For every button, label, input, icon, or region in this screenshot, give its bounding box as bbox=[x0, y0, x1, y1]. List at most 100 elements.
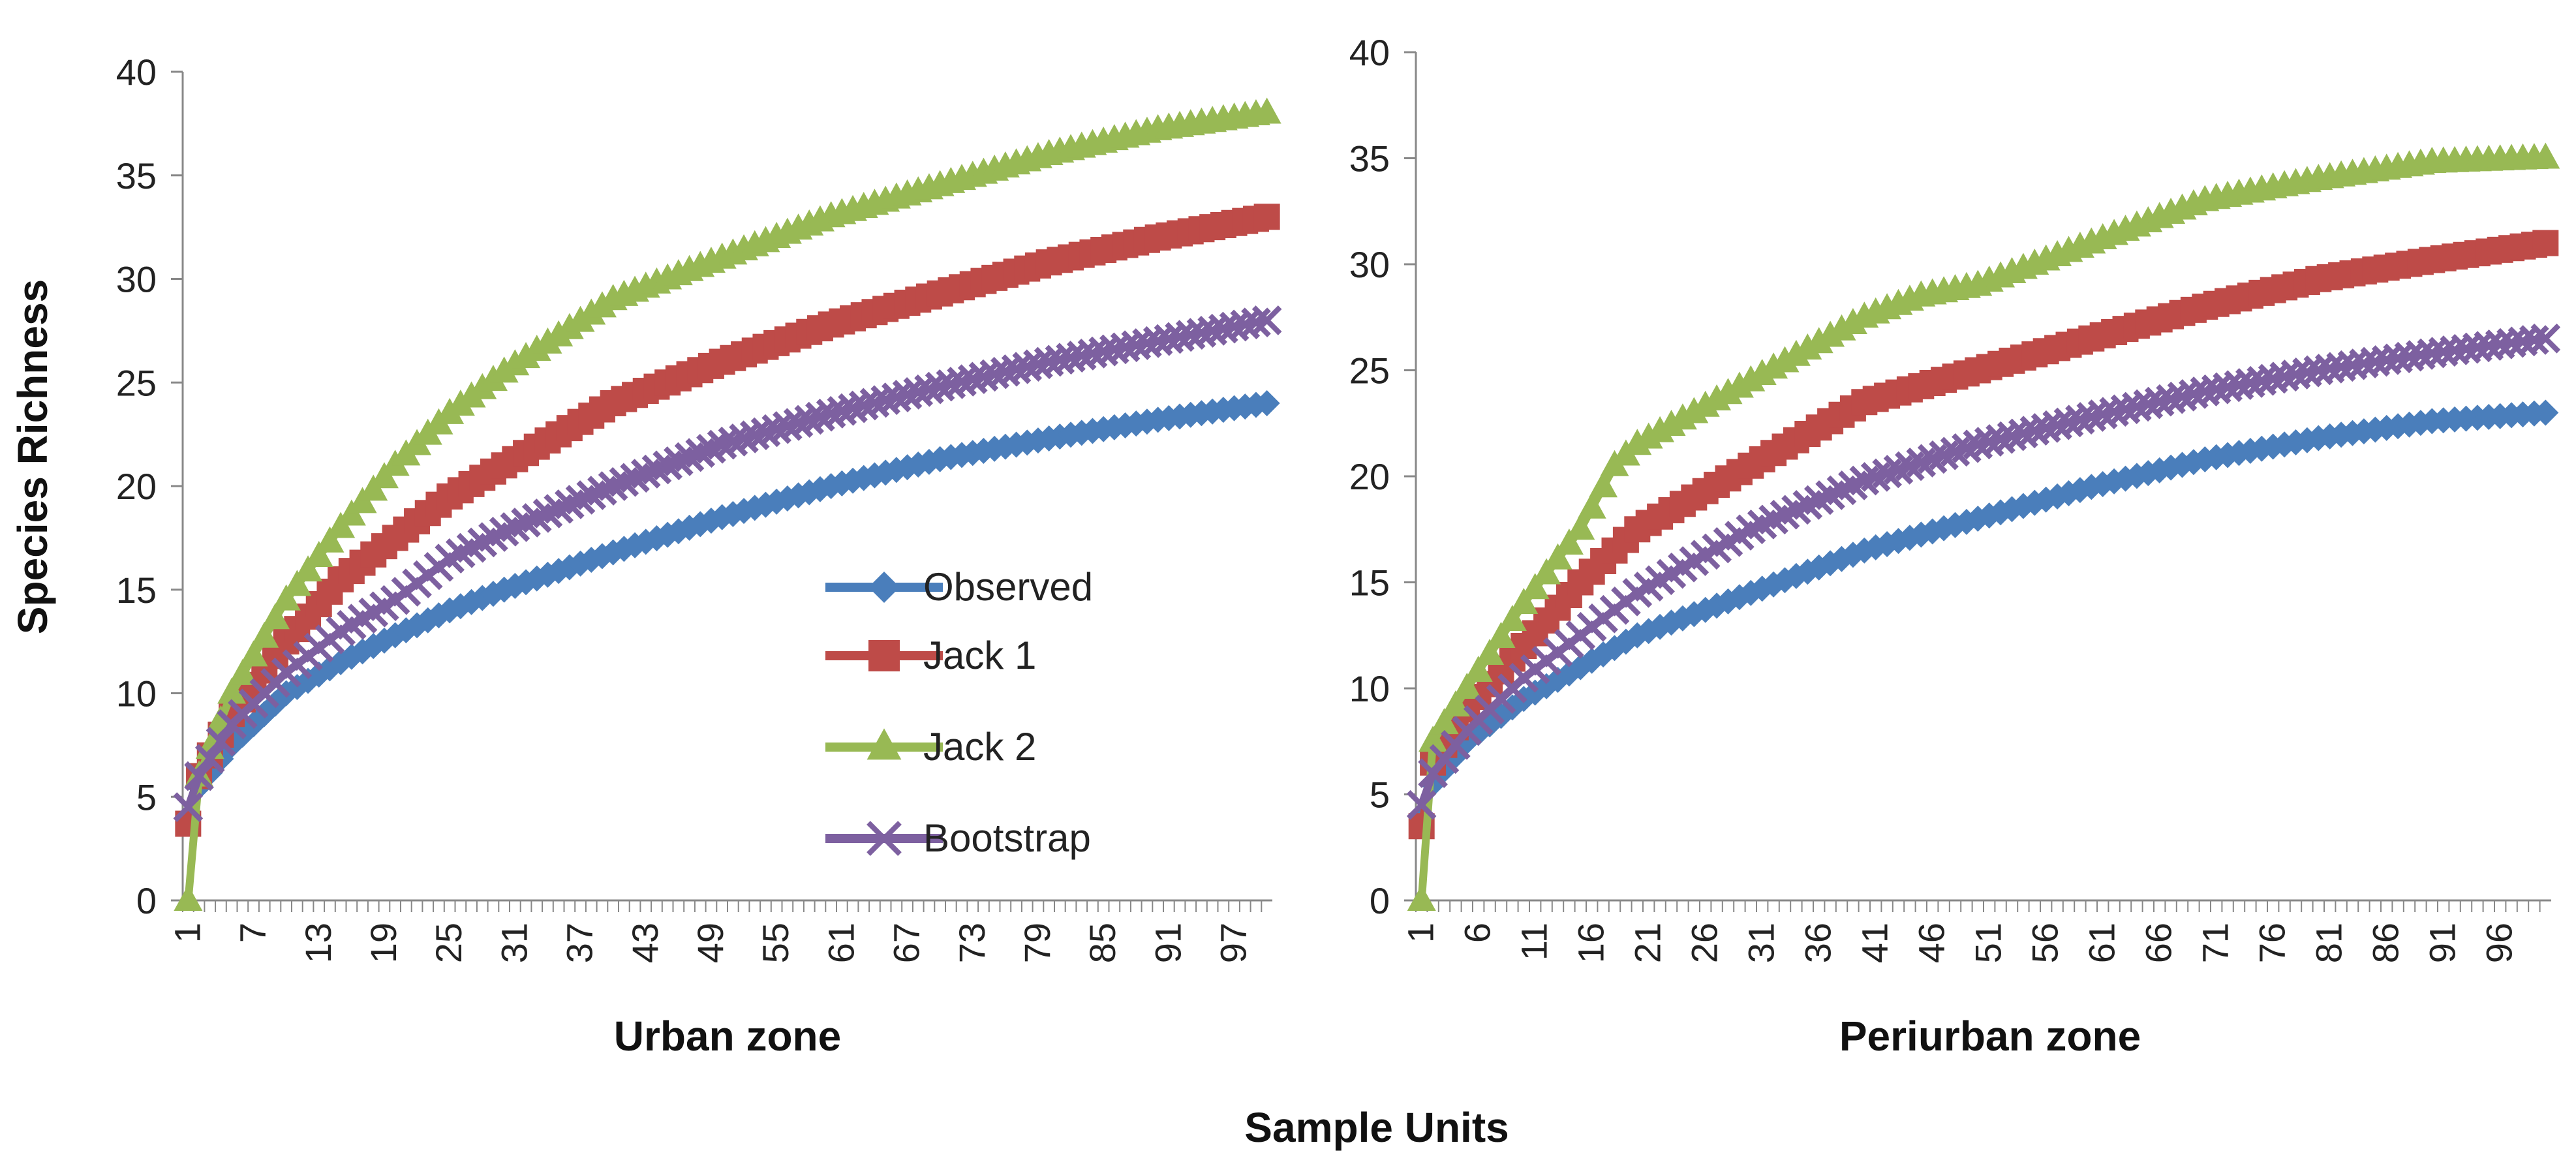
x-tick-label: 1 bbox=[1400, 923, 1441, 943]
y-tick-label: 35 bbox=[1349, 138, 1390, 179]
data-point bbox=[2360, 346, 2391, 377]
x-tick-label: 56 bbox=[2025, 923, 2066, 963]
x-tick-label: 81 bbox=[2308, 923, 2350, 963]
x-tick-label: 19 bbox=[363, 923, 404, 963]
data-point bbox=[1497, 605, 1527, 631]
legend-item-jack-2: Jack 2 bbox=[825, 725, 1036, 769]
data-point bbox=[283, 570, 312, 596]
data-point bbox=[1430, 708, 1459, 735]
data-point bbox=[1464, 656, 1493, 682]
urban-zone-chart: 0 5 10 15 20 25 30 35 40 1 7 13 19 25 31 37 43 49 55 61 67 7… bbox=[116, 52, 1282, 1060]
data-point bbox=[968, 361, 999, 392]
panel-subtitle: Periurban zone bbox=[1839, 1013, 2141, 1060]
data-point bbox=[848, 390, 879, 421]
data-point bbox=[2519, 325, 2549, 355]
data-point bbox=[2303, 355, 2334, 386]
x-tick-label: 97 bbox=[1213, 923, 1254, 963]
x-tick-label: 61 bbox=[820, 923, 861, 963]
y-tick-label: 0 bbox=[136, 880, 157, 921]
y-tick-label: 5 bbox=[1370, 774, 1390, 816]
series-bootstrap bbox=[1406, 323, 2561, 820]
data-point bbox=[1023, 349, 1053, 380]
legend-label: Jack 2 bbox=[923, 725, 1036, 769]
legend-marker bbox=[868, 640, 900, 671]
data-point bbox=[2224, 370, 2254, 401]
x-tick-label: 11 bbox=[1514, 923, 1555, 960]
x-tick-label: 55 bbox=[755, 923, 796, 963]
y-axis-title: Species Richness bbox=[9, 279, 56, 634]
data-point bbox=[2532, 230, 2559, 256]
data-point bbox=[1251, 305, 1282, 335]
data-point bbox=[1407, 885, 1436, 911]
y-tick-label: 25 bbox=[116, 362, 157, 403]
data-point bbox=[2213, 372, 2243, 403]
data-point bbox=[1241, 307, 1271, 338]
data-point bbox=[294, 555, 323, 582]
data-point bbox=[1566, 513, 1595, 540]
data-point bbox=[184, 761, 214, 791]
data-point bbox=[228, 658, 257, 685]
data-point bbox=[957, 364, 988, 394]
x-axis-title: Sample Units bbox=[1244, 1104, 1509, 1151]
data-point bbox=[2235, 368, 2265, 398]
data-point bbox=[271, 584, 301, 611]
data-point bbox=[2292, 357, 2322, 388]
x-tick-label: 51 bbox=[1968, 923, 2009, 963]
data-point bbox=[925, 371, 955, 402]
series-jack-2 bbox=[1407, 142, 2560, 911]
data-point bbox=[304, 540, 333, 567]
x-tick-label: 7 bbox=[232, 923, 273, 943]
data-point bbox=[936, 369, 966, 399]
data-point bbox=[2269, 361, 2299, 392]
x-tick-label: 86 bbox=[2365, 923, 2406, 963]
data-point bbox=[1253, 390, 1280, 416]
legend-marker bbox=[866, 728, 902, 760]
x-tick-label: 16 bbox=[1571, 923, 1612, 963]
x-tick-label: 46 bbox=[1911, 923, 1952, 963]
x-tick-label: 79 bbox=[1017, 923, 1058, 963]
y-tick-label: 10 bbox=[1349, 668, 1390, 709]
data-point bbox=[870, 385, 900, 416]
data-point bbox=[305, 661, 332, 688]
y-tick-label: 25 bbox=[1349, 350, 1390, 391]
data-point bbox=[1475, 639, 1505, 665]
x-tick-label: 76 bbox=[2252, 923, 2293, 963]
data-point bbox=[194, 744, 225, 774]
x-tick-label: 41 bbox=[1854, 923, 1895, 963]
data-point bbox=[1509, 588, 1539, 614]
data-point bbox=[2190, 376, 2220, 406]
data-point bbox=[295, 667, 322, 694]
x-tick-label: 13 bbox=[298, 923, 339, 963]
data-point bbox=[1543, 543, 1572, 570]
x-tick-label: 36 bbox=[1798, 923, 1839, 963]
data-point bbox=[2394, 341, 2425, 372]
data-point bbox=[2201, 374, 2231, 405]
data-point bbox=[250, 621, 279, 648]
series-line bbox=[1418, 408, 2546, 818]
y-tick-label: 5 bbox=[136, 776, 157, 818]
series-line bbox=[184, 399, 1268, 819]
series-observed bbox=[1408, 399, 2559, 829]
data-point bbox=[2337, 350, 2368, 380]
legend-label: Jack 1 bbox=[923, 634, 1036, 677]
data-point bbox=[2531, 142, 2560, 169]
data-point bbox=[816, 399, 846, 429]
x-tick-label: 37 bbox=[559, 923, 600, 963]
x-tick-label: 91 bbox=[2422, 923, 2463, 963]
data-point bbox=[1589, 471, 1618, 498]
x-tick-label: 66 bbox=[2138, 923, 2179, 963]
data-point bbox=[1520, 573, 1550, 600]
data-point bbox=[2280, 360, 2311, 390]
x-tick-label: 85 bbox=[1082, 923, 1123, 963]
y-tick-label: 40 bbox=[1349, 32, 1390, 73]
data-point bbox=[838, 393, 868, 423]
x-tick-label: 43 bbox=[624, 923, 666, 963]
x-tick-label: 25 bbox=[428, 923, 469, 963]
x-tick-label: 73 bbox=[951, 923, 992, 963]
data-point bbox=[217, 677, 247, 704]
x-tick-label: 6 bbox=[1457, 923, 1498, 943]
data-point bbox=[206, 726, 236, 757]
data-point bbox=[2530, 323, 2561, 354]
data-point bbox=[2258, 363, 2288, 394]
